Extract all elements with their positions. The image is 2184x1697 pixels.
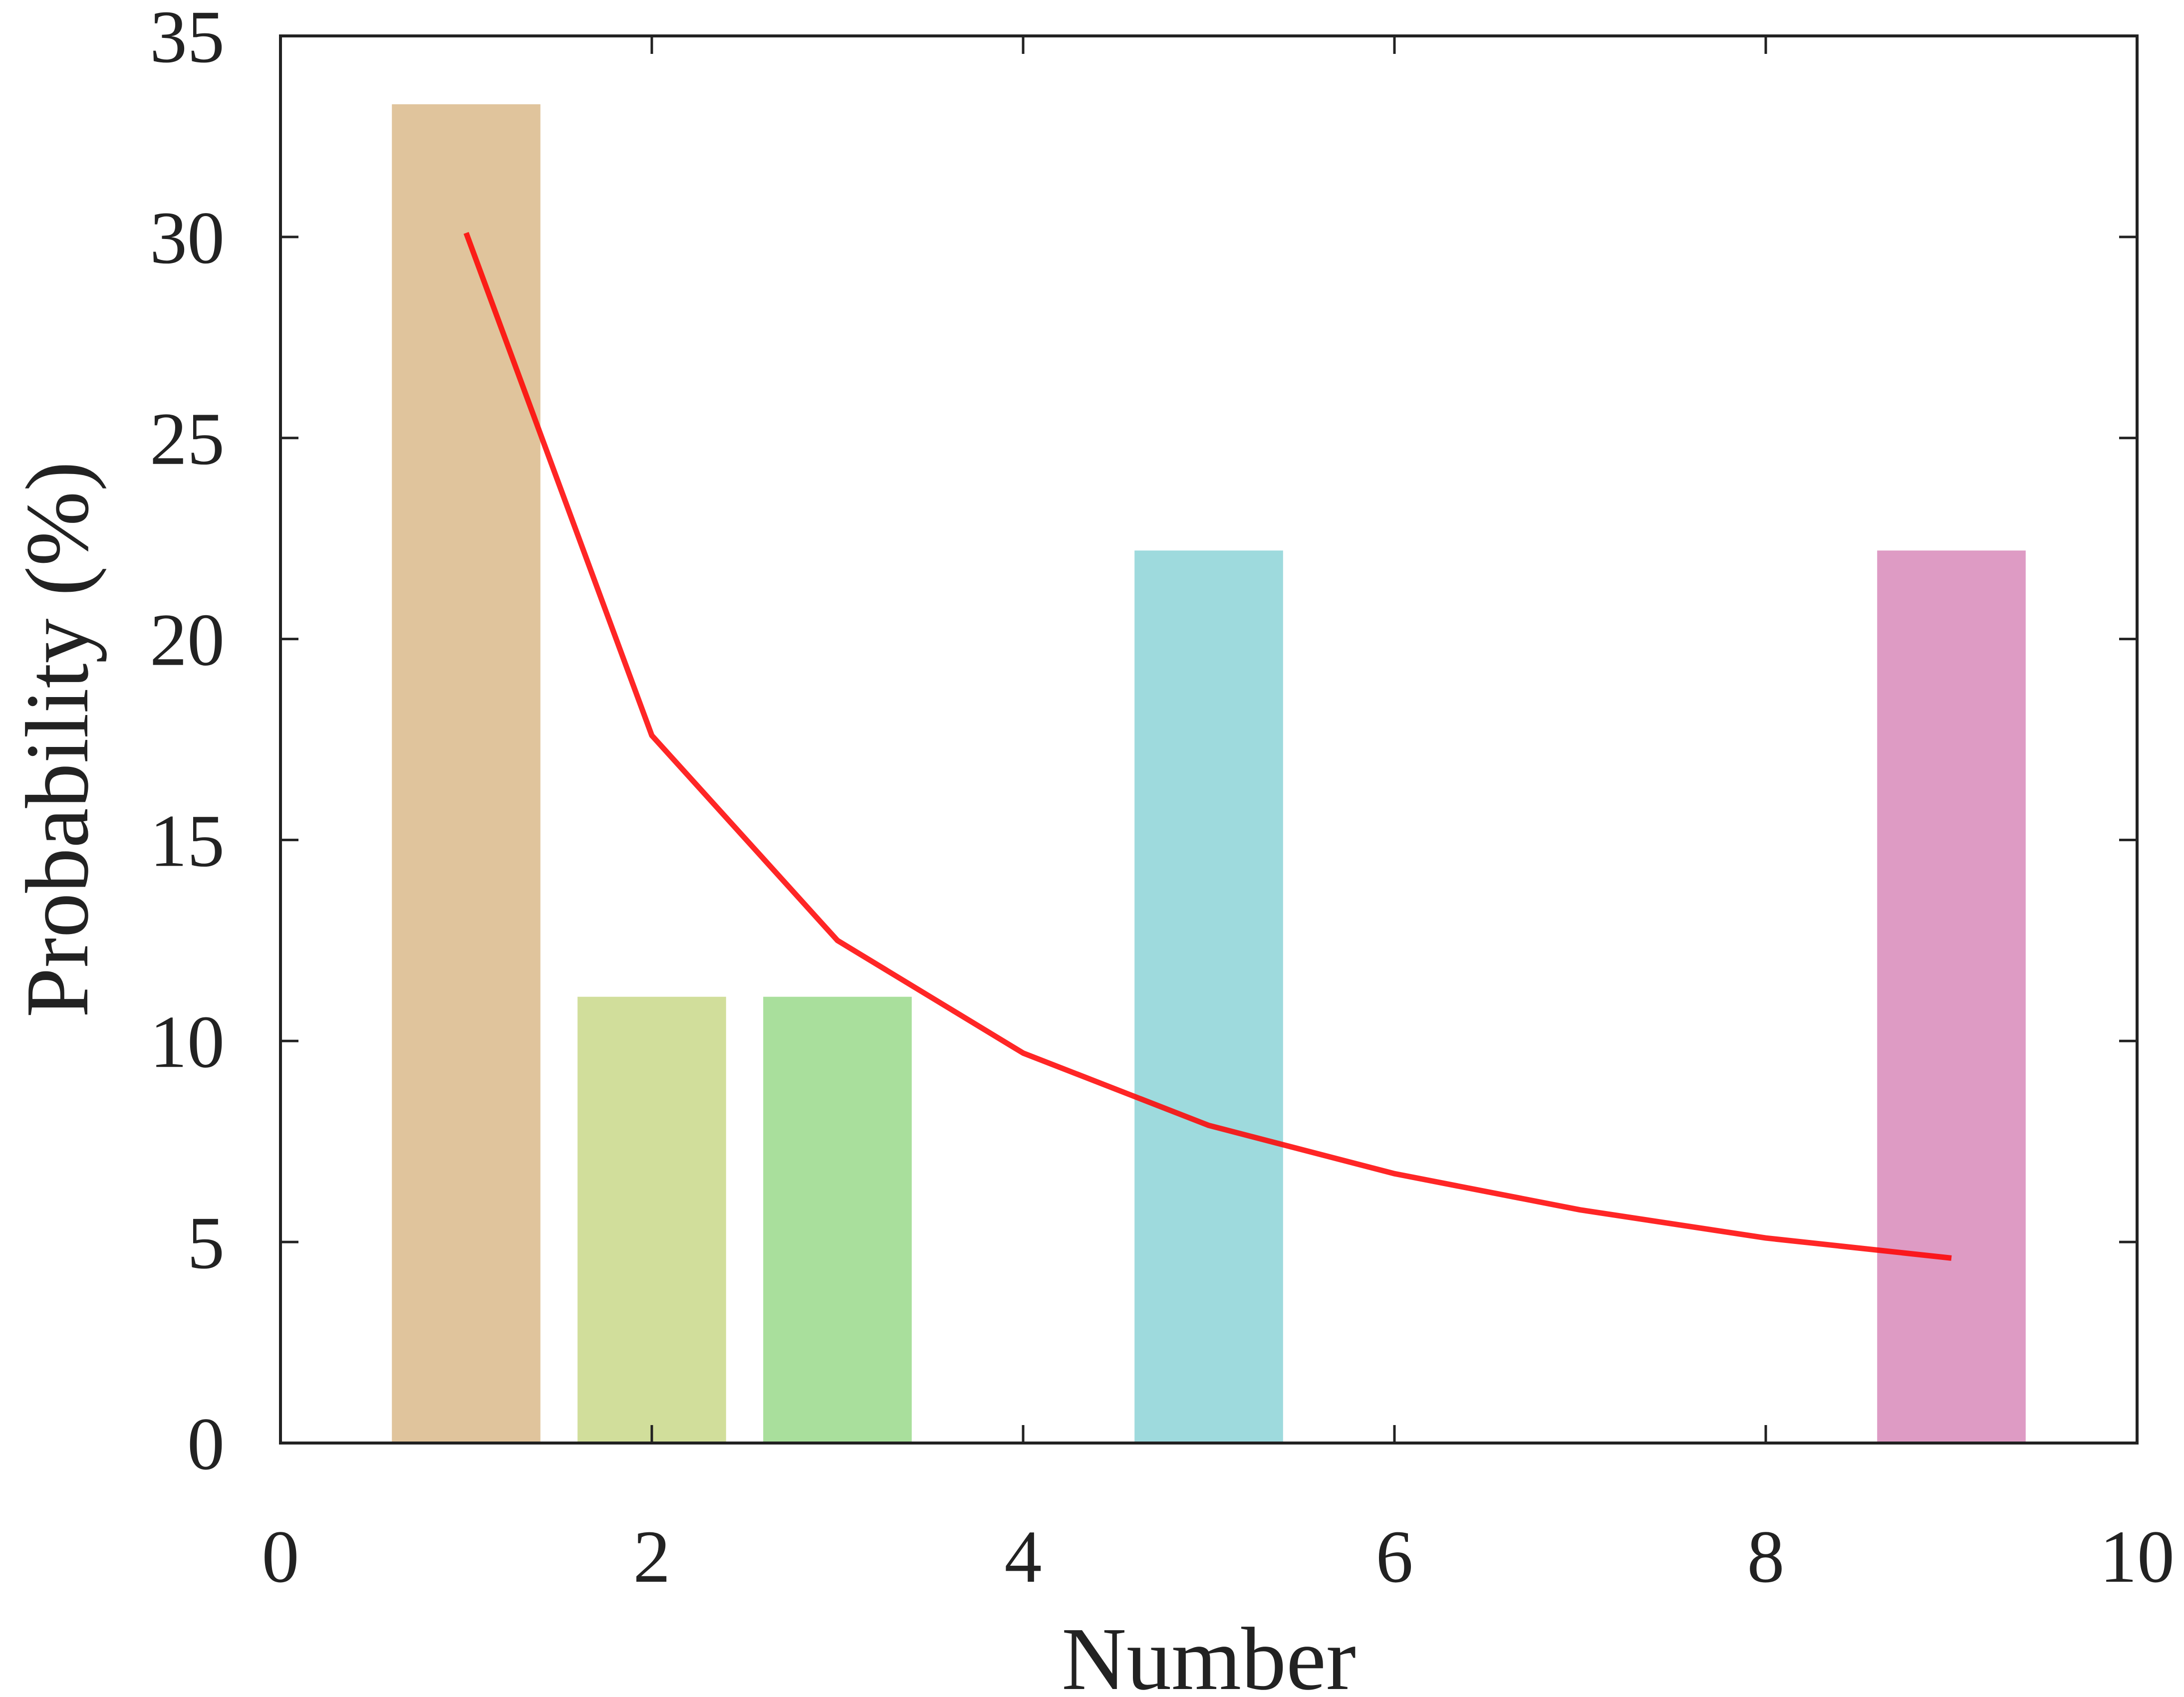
bar-2 [577, 996, 726, 1443]
x-tick-label-0: 0 [262, 1515, 299, 1598]
x-axis-label: Number [1062, 1609, 1356, 1697]
x-tick-label-3: 6 [1376, 1515, 1413, 1598]
x-tick-labels: 0 2 4 6 8 10 [262, 1515, 2175, 1598]
x-tick-label-1: 2 [633, 1515, 671, 1598]
bar-3 [763, 996, 912, 1443]
y-tick-label-1: 5 [187, 1202, 225, 1284]
y-tick-label-5: 25 [150, 398, 225, 481]
y-tick-label-4: 20 [150, 599, 225, 682]
x-tick-label-2: 4 [1005, 1515, 1042, 1598]
bar-1 [392, 104, 541, 1443]
x-tick-label-5: 10 [2100, 1515, 2175, 1598]
x-tick-label-4: 8 [1747, 1515, 1785, 1598]
bar-5 [1877, 550, 2026, 1443]
y-tick-label-6: 30 [150, 197, 225, 279]
line-series-1 [463, 232, 1952, 1261]
y-tick-label-3: 15 [150, 799, 225, 882]
plot-frame [279, 34, 2139, 1445]
y-tick-label-2: 10 [150, 1000, 225, 1083]
bars-layer [392, 104, 2026, 1443]
line-layer [463, 232, 1952, 1261]
ticks-layer [279, 34, 2139, 1445]
y-tick-labels: 0 5 10 15 20 25 30 35 [150, 0, 225, 1485]
y-axis-label: Probability (%) [7, 462, 107, 1018]
y-tick-label-7: 35 [150, 0, 225, 78]
bar-4 [1134, 550, 1283, 1443]
y-tick-label-0: 0 [187, 1403, 225, 1485]
